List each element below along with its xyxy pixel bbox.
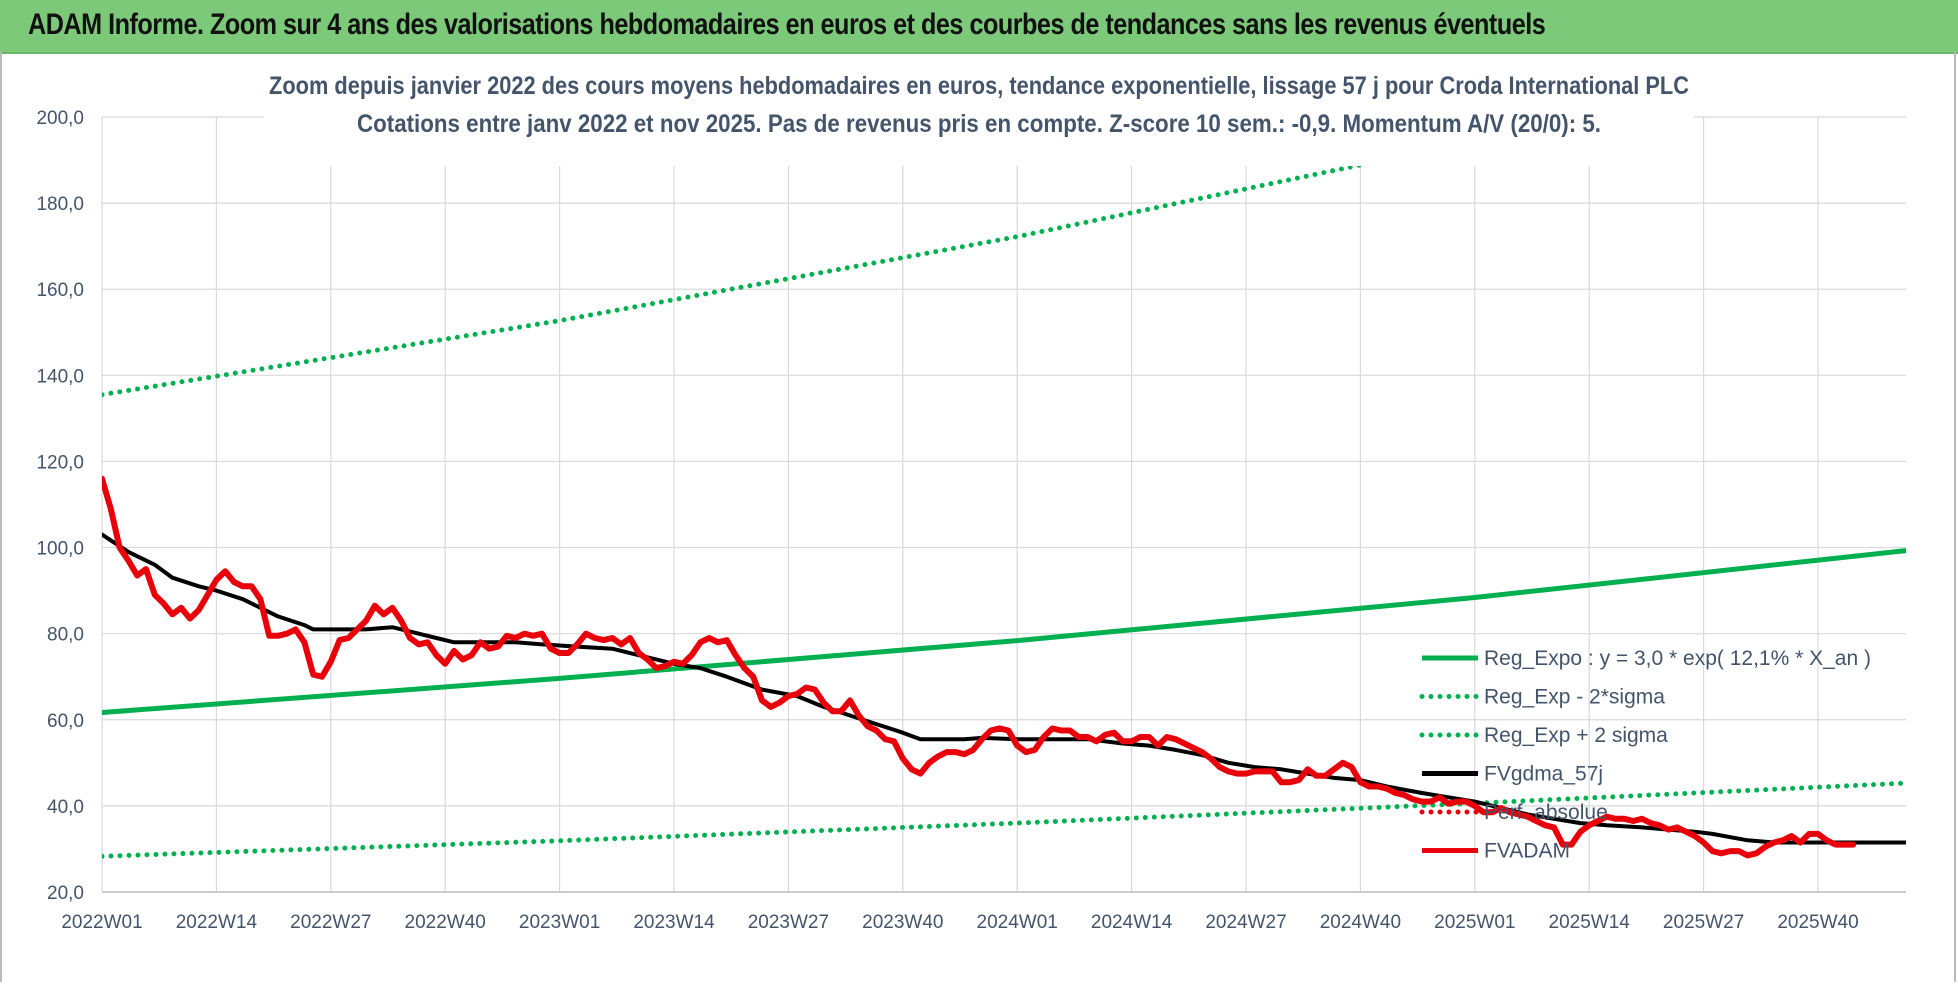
- x-tick-label: 2023W01: [519, 912, 600, 933]
- x-tick-label: 2025W14: [1549, 912, 1631, 933]
- legend-label-reg-exp-minus: Reg_Exp - 2*sigma: [1484, 686, 1665, 709]
- x-tick-label: 2024W27: [1205, 912, 1286, 933]
- x-tick-label: 2024W40: [1320, 912, 1401, 933]
- y-tick-label: 160,0: [36, 280, 84, 301]
- legend-label-perf-absolue: Perf. absolue: [1484, 801, 1608, 824]
- y-tick-label: 120,0: [36, 452, 84, 473]
- chart-area: Zoom depuis janvier 2022 des cours moyen…: [0, 52, 1956, 982]
- x-tick-label: 2025W27: [1663, 912, 1744, 933]
- chart-title: Zoom depuis janvier 2022 des cours moyen…: [269, 72, 1689, 100]
- legend-label-fvadam: FVADAM: [1484, 840, 1570, 863]
- x-tick-label: 2023W14: [633, 912, 715, 933]
- x-tick-label: 2025W40: [1777, 912, 1858, 933]
- series-line-reg-expo: [102, 548, 1906, 715]
- legend: Reg_Expo : y = 3,0 * exp( 12,1% * X_an )…: [1419, 647, 1871, 863]
- header-banner: ADAM Informe. Zoom sur 4 ans des valoris…: [0, 0, 1958, 54]
- y-tick-label: 60,0: [47, 711, 84, 732]
- x-tick-label: 2022W14: [176, 912, 258, 933]
- y-tick-label: 200,0: [36, 108, 84, 129]
- series-line-reg-exp-minus: [102, 780, 1906, 859]
- y-tick-label: 140,0: [36, 366, 84, 387]
- gridlines: [101, 116, 1906, 893]
- legend-label-reg-exp-plus: Reg_Exp + 2 sigma: [1484, 724, 1668, 747]
- x-tick-label: 2023W27: [748, 912, 829, 933]
- y-tick-label: 20,0: [47, 883, 84, 904]
- legend-label-fvgdma: FVgdma_57j: [1484, 763, 1603, 786]
- x-tick-label: 2024W01: [977, 912, 1058, 933]
- series-line-fvadam: [102, 475, 1857, 859]
- legend-label-reg-expo: Reg_Expo : y = 3,0 * exp( 12,1% * X_an ): [1484, 647, 1871, 670]
- x-tick-label: 2022W01: [61, 912, 142, 933]
- banner-title: ADAM Informe. Zoom sur 4 ans des valoris…: [28, 8, 1546, 41]
- line-chart: Zoom depuis janvier 2022 des cours moyen…: [36, 56, 1906, 933]
- x-tick-label: 2023W40: [862, 912, 943, 933]
- title-background: [264, 56, 1694, 166]
- axes: 20,0 40,0 60,0 80,0 100,0 120,0 140,0 160,0 180,…: [36, 108, 1906, 933]
- x-tick-label: 2022W27: [290, 912, 371, 933]
- x-tick-label: 2024W14: [1091, 912, 1173, 933]
- chart-subtitle: Cotations entre janv 2022 et nov 2025. P…: [357, 110, 1601, 138]
- x-tick-label: 2022W40: [405, 912, 486, 933]
- x-tick-label: 2025W01: [1434, 912, 1515, 933]
- y-tick-label: 100,0: [36, 539, 84, 560]
- y-tick-label: 180,0: [36, 194, 84, 215]
- y-tick-label: 40,0: [47, 797, 84, 818]
- y-tick-label: 80,0: [47, 625, 84, 646]
